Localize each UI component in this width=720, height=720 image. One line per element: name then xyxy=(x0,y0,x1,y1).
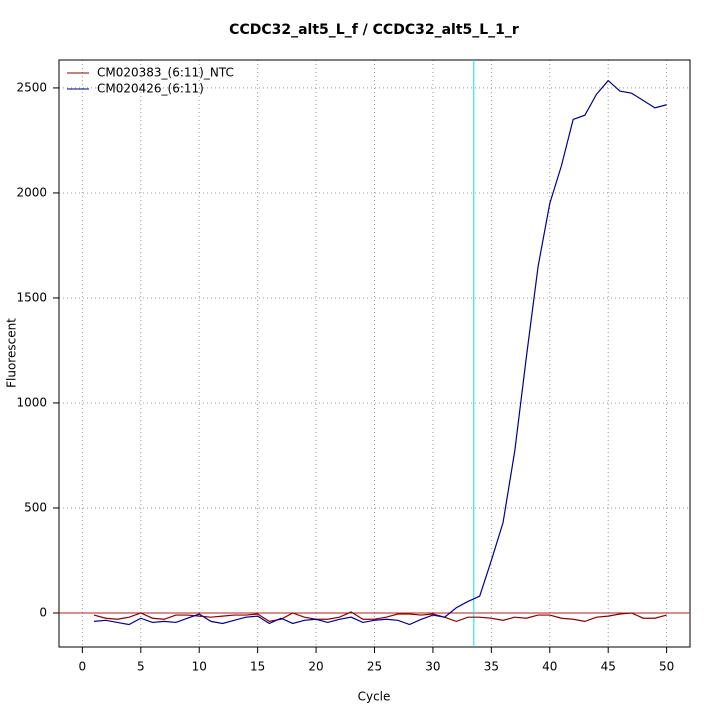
y-axis-label: Fluorescent xyxy=(5,318,19,388)
x-tick-label: 15 xyxy=(250,660,265,674)
x-axis-label: Cycle xyxy=(358,690,391,704)
x-tick-label: 0 xyxy=(79,660,87,674)
series-line xyxy=(93,611,667,623)
x-tick-label: 45 xyxy=(601,660,616,674)
x-tick-label: 10 xyxy=(192,660,207,674)
x-tick-label: 25 xyxy=(367,660,382,674)
y-tick-label: 2000 xyxy=(16,185,47,199)
chart-title: CCDC32_alt5_L_f / CCDC32_alt5_L_1_r xyxy=(229,22,519,38)
series-line xyxy=(94,79,667,626)
x-tick-label: 35 xyxy=(484,660,499,674)
x-tick-label: 30 xyxy=(425,660,440,674)
y-tick-label: 2500 xyxy=(16,80,47,94)
y-tick-label: 1500 xyxy=(16,290,47,304)
x-tick-label: 50 xyxy=(659,660,674,674)
x-tick-label: 40 xyxy=(542,660,557,674)
legend-label: CM020426_(6:11) xyxy=(97,82,204,96)
plot-frame xyxy=(58,59,691,648)
x-tick-label: 5 xyxy=(137,660,145,674)
y-tick-label: 500 xyxy=(24,500,47,514)
legend-label: CM020383_(6:11)_NTC xyxy=(97,66,234,80)
x-tick-label: 20 xyxy=(308,660,323,674)
y-tick-label: 1000 xyxy=(16,395,47,409)
y-tick-label: 0 xyxy=(39,605,47,619)
